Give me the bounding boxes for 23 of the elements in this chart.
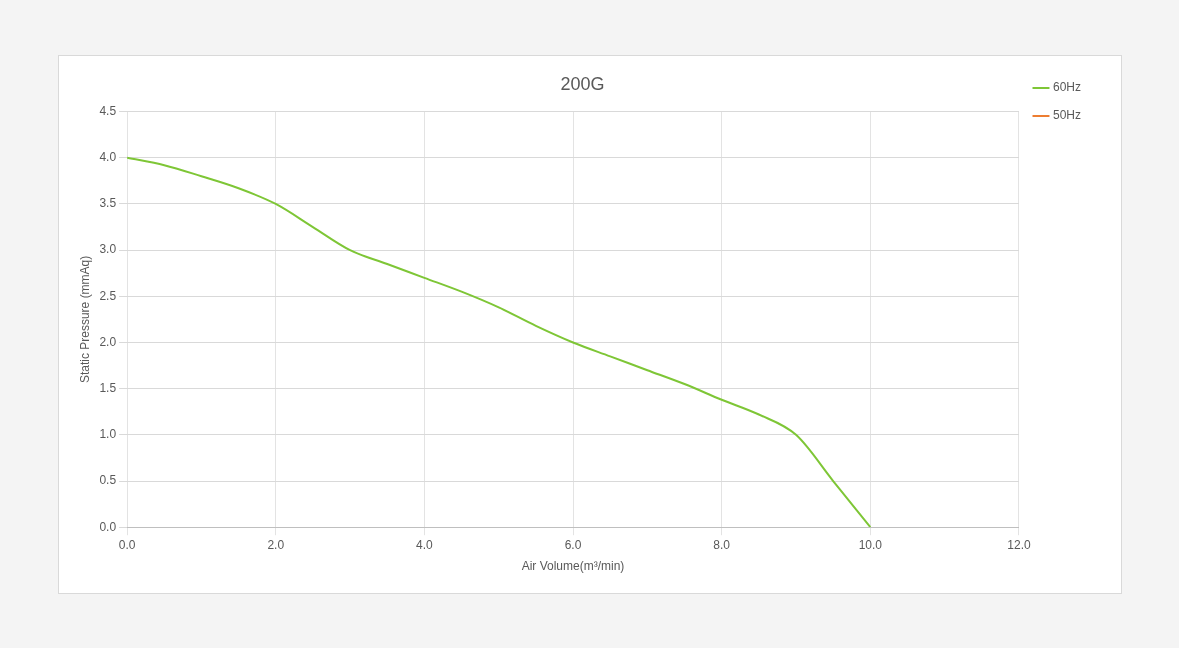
- y-tick-label: 4.5: [99, 103, 117, 118]
- y-tick-label: 0.0: [99, 519, 117, 534]
- y-tick-label: 1.5: [99, 380, 117, 395]
- line-series: [127, 156, 872, 528]
- y-tick-label: 3.5: [99, 196, 117, 211]
- y-tick-label: 1.0: [99, 427, 117, 442]
- x-axis-title: Air Volume(m³/min): [521, 559, 625, 574]
- x-tick-label: 10.0: [858, 537, 883, 552]
- chart-title: 200G: [560, 73, 605, 94]
- y-tick-label: 2.0: [99, 334, 117, 349]
- x-tick-label: 4.0: [416, 537, 434, 552]
- x-tick-label: 12.0: [1007, 537, 1031, 552]
- x-tick-label: 8.0: [713, 537, 731, 552]
- y-tick-label: 0.5: [99, 473, 117, 488]
- x-tick-label: 0.0: [118, 537, 136, 552]
- legend-label: 60Hz: [1052, 80, 1081, 95]
- y-tick-label: 2.5: [99, 288, 117, 303]
- y-tick-label: 3.0: [99, 242, 117, 257]
- y-axis-title: Static Pressure (mmAq): [77, 255, 92, 384]
- y-tick-label: 4.0: [99, 150, 117, 165]
- legend-label: 50Hz: [1052, 108, 1081, 123]
- x-tick-label: 2.0: [267, 537, 285, 552]
- x-tick-label: 6.0: [564, 537, 582, 552]
